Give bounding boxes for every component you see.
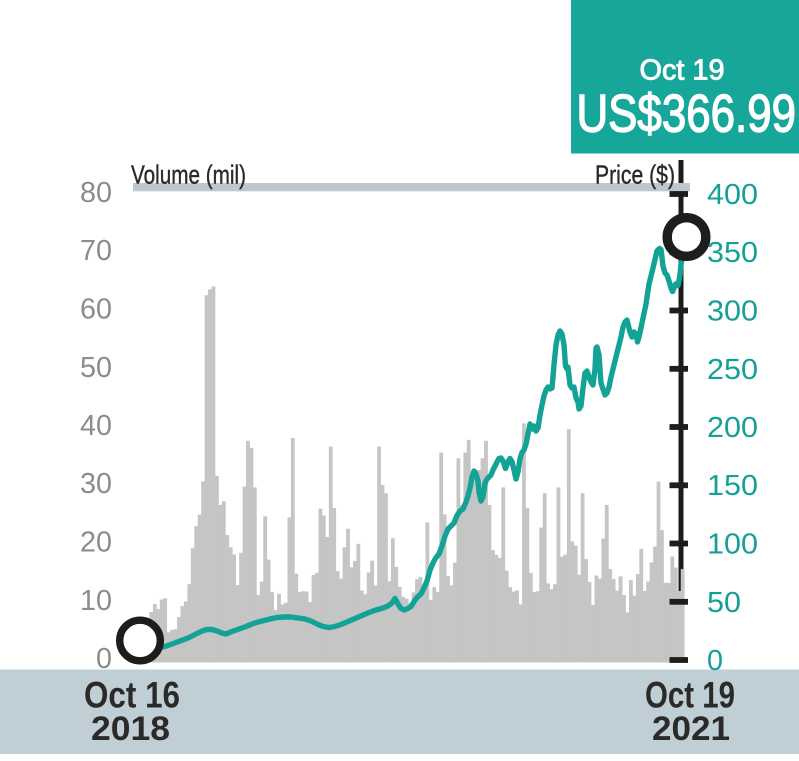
svg-text:2021: 2021 (652, 710, 730, 748)
svg-text:Volume (mil): Volume (mil) (131, 160, 246, 190)
svg-text:0: 0 (96, 643, 112, 675)
svg-text:70: 70 (80, 235, 112, 267)
svg-text:30: 30 (80, 468, 112, 500)
svg-text:Oct 19: Oct 19 (640, 54, 725, 86)
svg-text:40: 40 (80, 410, 112, 442)
svg-text:Oct 16: Oct 16 (84, 675, 180, 716)
svg-text:2018: 2018 (91, 710, 170, 748)
svg-text:50: 50 (80, 352, 112, 384)
svg-text:20: 20 (80, 527, 112, 559)
svg-text:200: 200 (707, 412, 758, 444)
svg-text:300: 300 (707, 296, 758, 328)
svg-text:100: 100 (707, 529, 758, 561)
svg-text:250: 250 (707, 354, 758, 386)
svg-text:US$366.99: US$366.99 (577, 85, 797, 144)
svg-text:60: 60 (80, 294, 112, 326)
svg-text:10: 10 (80, 585, 112, 617)
svg-text:50: 50 (707, 587, 741, 619)
svg-text:350: 350 (707, 237, 758, 269)
svg-text:80: 80 (80, 177, 112, 209)
svg-text:Price ($): Price ($) (595, 160, 675, 190)
svg-text:400: 400 (707, 179, 758, 211)
svg-text:150: 150 (707, 470, 758, 502)
svg-text:Oct 19: Oct 19 (645, 675, 735, 716)
svg-text:0: 0 (707, 645, 723, 677)
